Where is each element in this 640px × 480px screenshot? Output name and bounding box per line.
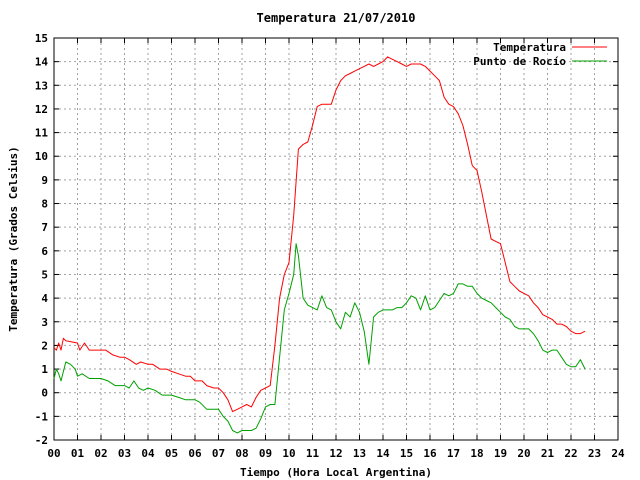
y-tick-label: 12: [35, 103, 48, 116]
x-tick-label: 11: [306, 447, 320, 460]
x-tick-label: 00: [47, 447, 60, 460]
y-tick-label: -1: [35, 410, 49, 423]
x-tick-label: 15: [400, 447, 413, 460]
y-tick-label: 11: [35, 127, 49, 140]
y-tick-label: 4: [41, 292, 48, 305]
x-tick-label: 21: [541, 447, 555, 460]
x-tick-label: 10: [282, 447, 295, 460]
x-tick-label: 07: [212, 447, 225, 460]
x-tick-label: 23: [588, 447, 601, 460]
y-tick-label: 5: [41, 268, 48, 281]
x-tick-label: 01: [71, 447, 85, 460]
x-tick-label: 14: [376, 447, 390, 460]
x-tick-label: 09: [259, 447, 272, 460]
chart-title: Temperatura 21/07/2010: [257, 11, 416, 25]
grid-lines: [54, 38, 618, 440]
series-line-punto-de-rocio: [53, 243, 586, 434]
y-tick-label: -2: [35, 434, 48, 447]
x-tick-label: 18: [470, 447, 483, 460]
y-tick-label: 8: [41, 198, 48, 211]
y-tick-label: 6: [41, 245, 48, 258]
y-axis-label: Temperatura (Grados Celsius): [7, 146, 20, 331]
y-tick-label: 1: [41, 363, 48, 376]
axis-ticks: 00 01 02 03 04 05 06 07 08 09 10 11 12 13 14 15 16 17 18 19…: [35, 32, 625, 460]
x-tick-label: 20: [517, 447, 530, 460]
x-tick-label: 03: [118, 447, 131, 460]
x-tick-label: 16: [423, 447, 437, 460]
y-tick-label: 2: [41, 339, 48, 352]
y-tick-label: 14: [35, 56, 49, 69]
y-tick-label: 9: [41, 174, 48, 187]
x-tick-label: 12: [329, 447, 342, 460]
legend-label: Punto de Rocío: [473, 55, 566, 68]
x-tick-label: 22: [564, 447, 577, 460]
series-lines: [53, 56, 586, 434]
x-tick-label: 08: [235, 447, 248, 460]
x-tick-label: 19: [494, 447, 507, 460]
x-axis-label: Tiempo (Hora Local Argentina): [240, 466, 432, 479]
x-tick-label: 02: [94, 447, 107, 460]
y-tick-label: 10: [35, 150, 48, 163]
x-tick-label: 24: [611, 447, 625, 460]
x-tick-label: 13: [353, 447, 366, 460]
x-tick-label: 17: [447, 447, 460, 460]
y-tick-label: 13: [35, 79, 48, 92]
x-tick-label: 06: [188, 447, 202, 460]
y-tick-label: 0: [41, 387, 48, 400]
y-tick-label: 3: [41, 316, 48, 329]
y-tick-label: 7: [41, 221, 48, 234]
legend-label: Temperatura: [493, 41, 566, 54]
y-tick-label: 15: [35, 32, 48, 45]
x-tick-label: 05: [165, 447, 178, 460]
series-line-temperatura: [53, 56, 586, 413]
x-tick-label: 04: [141, 447, 155, 460]
